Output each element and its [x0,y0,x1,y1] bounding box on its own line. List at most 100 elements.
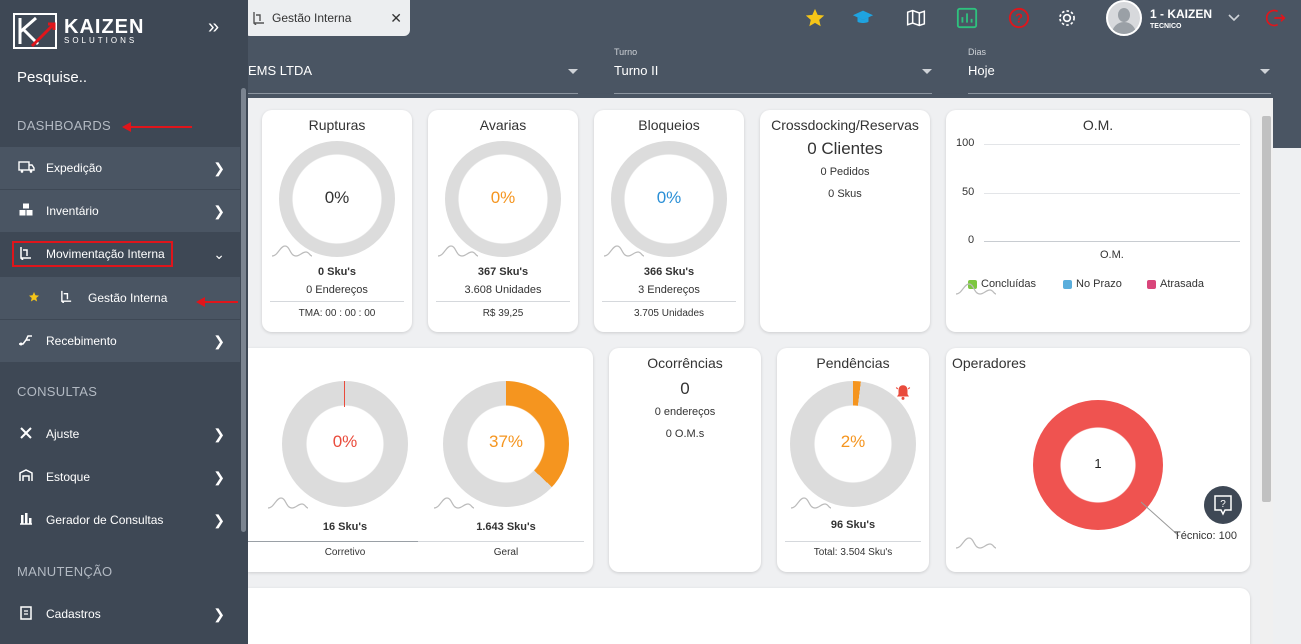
brand-tagline: SOLUTIONS [64,36,138,45]
bell-alert-icon[interactable] [894,383,912,406]
sidebar-scrollbar[interactable] [241,88,246,532]
sparkline-icon [956,283,996,295]
card-om[interactable]: O.M. 100 50 0 O.M. Concluídas No Prazo A… [946,110,1250,332]
sku-count: 96 Sku's [830,519,876,531]
section-consultas: CONSULTAS [17,384,98,399]
bar-chart-icon [17,512,35,528]
sub-count: 3.608 Unidades [464,284,542,296]
receive-icon [17,334,35,349]
tooltip-label: Técnico: 100 [1174,530,1237,542]
scrollbar-thumb[interactable] [1262,116,1271,502]
sparkline-icon [438,245,478,257]
sku-count: 1.643 Sku's [476,521,536,533]
sidebar-item-gerador-consultas[interactable]: Gerador de Consultas ❯ [0,499,240,541]
pedidos-count: 0 Pedidos [820,166,870,178]
sidebar-item-inventario[interactable]: Inventário ❯ [0,190,240,232]
sparkline-icon [604,245,644,257]
card-bloqueios[interactable]: Bloqueios 0% 366 Sku's 3 Endereços 3.705… [594,110,744,332]
user-menu[interactable]: 1 - KAIZEN TECNICO [1106,0,1240,36]
section-dashboards: DASHBOARDS [17,118,112,133]
svg-text:?: ? [1220,499,1226,510]
avarias-donut [445,141,561,257]
chevron-down-icon[interactable] [1228,9,1240,27]
enderecos-count: 0 endereços [654,406,716,418]
card-title: O.M. [1082,117,1114,133]
sidebar-item-label: Recebimento [46,334,117,348]
tab-gestao-interna[interactable]: Gestão Interna ✕ [244,0,410,36]
donut-label: 2% [840,432,866,451]
gear-icon[interactable] [1055,6,1079,30]
section-manutencao: MANUTENÇÃO [17,564,113,579]
sidebar-item-ajuste[interactable]: Ajuste ❯ [0,413,240,455]
logout-icon[interactable] [1264,6,1288,30]
graduation-cap-icon[interactable] [851,6,875,30]
sidebar-item-label: Inventário [46,204,99,218]
dias-select[interactable]: Dias Hoje [968,47,1271,94]
y-tick: 50 [962,186,975,198]
card-operadores[interactable]: Operadores 1 Técnico: 100 ? [946,348,1250,572]
pendencias-donut [790,381,916,507]
annotation-arrow [196,297,238,307]
sub-count: 0 Endereços [306,284,368,296]
collapse-sidebar-icon[interactable]: » [208,16,220,38]
company-select[interactable]: EMS LTDA [248,47,578,94]
card-crossdocking[interactable]: Crossdocking/Reservas 0 Clientes 0 Pedid… [760,110,930,332]
content-scrollbar[interactable] [1260,98,1273,644]
highlight-box [12,241,173,267]
boxes-icon [17,203,35,219]
donut-label: 0% [324,188,350,207]
sparkline-icon [272,245,312,257]
donut-label: 0% [656,188,682,207]
sidebar-item-label: Expedição [46,161,103,175]
legend-swatch [968,279,977,289]
corretivo-donut [282,381,408,507]
turno-select[interactable]: Turno Turno II [614,47,932,94]
sidebar-item-movimentacao-interna[interactable]: Movimentação Interna ⌄ [0,233,240,275]
legend-atrasada[interactable]: Atrasada [1147,278,1204,290]
ocorrencias-count: 0 [680,379,690,398]
clientes-count: 0 Clientes [807,139,883,158]
geral-donut [443,381,569,507]
sku-count: 0 Sku's [317,266,357,278]
sidebar-search[interactable]: Pesquise.. [17,69,88,86]
card-title: Avarias [479,117,527,133]
sidebar-item-label: Gerador de Consultas [46,513,164,527]
card-title: Rupturas [308,117,366,133]
map-icon[interactable] [904,6,928,30]
company-value: EMS LTDA [248,63,313,78]
donut-center-label: 1 [1094,456,1102,471]
card-rupturas[interactable]: Rupturas 0% 0 Sku's 0 Endereços TMA: 00 … [262,110,412,332]
card-title: Ocorrências [647,355,723,371]
sparkline-icon [268,497,308,509]
help-chat-icon[interactable]: ? [1204,486,1242,524]
dias-value: Hoje [968,63,995,78]
sidebar-item-recebimento[interactable]: Recebimento ❯ [0,320,240,362]
legend-no-prazo[interactable]: No Prazo [1063,278,1122,290]
card-gauges[interactable]: 0% 37% 16 Sku's 1.643 Sku's Corretivo Ge… [248,348,593,572]
help-icon[interactable]: ? [1007,6,1031,30]
card-title: Pendências [816,355,890,371]
tab-label: Gestão Interna [272,11,352,25]
form-icon [17,605,35,623]
report-chart-icon[interactable] [955,6,979,30]
close-tab-icon[interactable]: ✕ [390,10,402,26]
card-avarias[interactable]: Avarias 0% 367 Sku's 3.608 Unidades R$ 3… [428,110,578,332]
sidebar-item-estoque[interactable]: Estoque ❯ [0,456,240,498]
card-pendencias[interactable]: Pendências 2% 96 Sku's Total: 3.504 Sku'… [777,348,929,572]
page-edge [1273,98,1301,644]
brand-name: KAIZEN [64,16,145,38]
sidebar-item-label: Ajuste [46,427,80,441]
sidebar-item-label: Movimentação Interna [46,247,165,261]
annotation-arrow [122,122,192,132]
sidebar-item-cadastros[interactable]: Cadastros ❯ [0,593,240,635]
legend-concluidas[interactable]: Concluídas [968,278,1036,290]
star-icon[interactable] [28,291,42,306]
sidebar-item-expedicao[interactable]: Expedição ❯ [0,147,240,189]
operadores-donut [1033,400,1163,530]
card-title: Bloqueios [638,117,700,133]
chevron-right-icon: ❯ [213,332,225,349]
chevron-right-icon: ❯ [213,468,225,485]
card-ocorrencias[interactable]: Ocorrências 0 0 endereços 0 O.M.s [609,348,761,572]
star-icon[interactable] [803,6,827,30]
chevron-right-icon: ❯ [213,511,225,528]
